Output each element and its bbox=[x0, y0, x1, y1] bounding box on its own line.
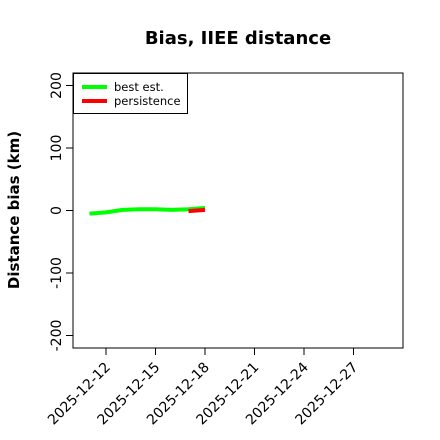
chart-title: Bias, IIEE distance bbox=[145, 28, 331, 49]
legend: best est.persistence bbox=[73, 73, 188, 114]
y-axis-label: Distance bias (km) bbox=[5, 131, 23, 289]
y-axis: -200 -100 0 100 200 bbox=[49, 72, 73, 351]
legend-label: best est. bbox=[114, 80, 164, 94]
y-tick-label: 100 bbox=[49, 135, 65, 162]
series-line-persistence bbox=[188, 207, 206, 214]
y-tick-label: 0 bbox=[49, 206, 65, 215]
y-tick-label: 200 bbox=[49, 72, 65, 99]
series-line-best-est bbox=[89, 206, 206, 216]
y-tick-label: -200 bbox=[49, 320, 65, 352]
legend-label: persistence bbox=[114, 94, 181, 108]
legend-box bbox=[73, 73, 188, 114]
y-tick-label: -100 bbox=[49, 257, 65, 289]
x-axis: 2025-12-122025-12-152025-12-182025-12-21… bbox=[45, 348, 361, 428]
series-layer bbox=[89, 206, 206, 216]
